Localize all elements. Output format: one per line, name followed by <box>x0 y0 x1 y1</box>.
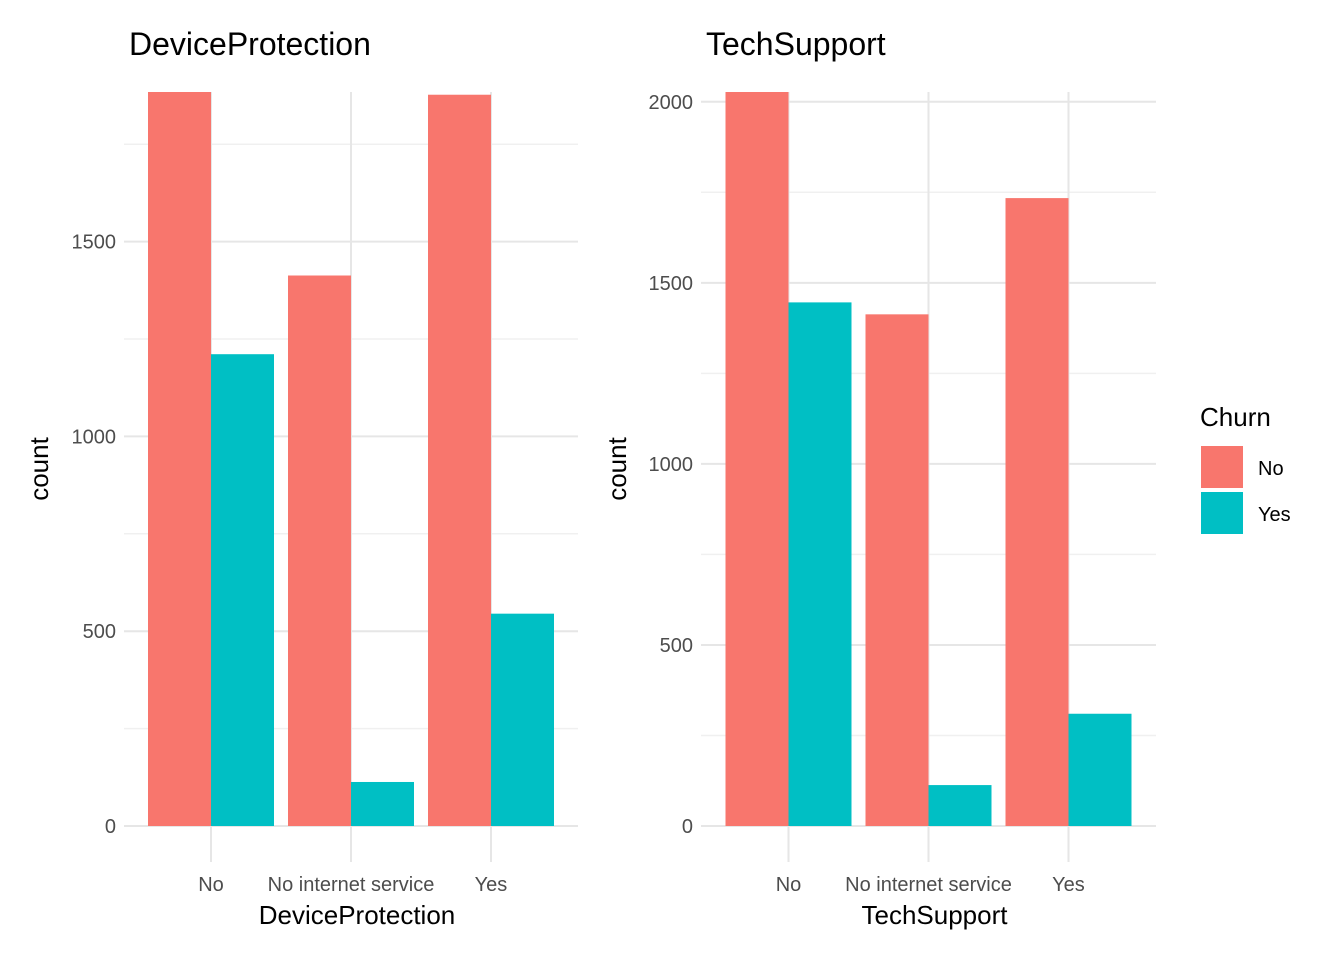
y-tick-label: 1500 <box>72 232 117 254</box>
x-tick-label: No internet service <box>268 874 435 896</box>
y-tick-label: 1000 <box>72 426 117 448</box>
legend-title: Churn <box>1200 402 1271 432</box>
x-tick-label: Yes <box>475 874 508 896</box>
y-tick-label: 500 <box>660 635 693 657</box>
bar-yes-churn-no <box>428 94 491 826</box>
y-axis-title: count <box>602 436 632 500</box>
bar-no-churn-yes <box>788 302 852 826</box>
x-tick-label: No internet service <box>845 874 1012 896</box>
bar-no-internet-service-churn-no <box>865 314 929 826</box>
y-tick-label: 1000 <box>649 454 694 476</box>
y-axis-title: count <box>24 436 54 500</box>
legend: Churn No Yes <box>1200 402 1291 534</box>
bar-yes-churn-yes <box>1068 713 1132 826</box>
y-tick-label: 0 <box>682 816 693 838</box>
bar-no-internet-service-churn-yes <box>351 781 414 826</box>
chart-title: DeviceProtection <box>129 26 371 62</box>
y-tick-label: 500 <box>83 621 116 643</box>
legend-label-yes: Yes <box>1258 504 1291 526</box>
bar-no-churn-yes <box>211 354 274 826</box>
bar-no-churn-no <box>148 92 211 826</box>
legend-swatch-yes <box>1201 492 1243 534</box>
y-tick-label: 1500 <box>649 273 694 295</box>
legend-swatch-no <box>1201 446 1243 488</box>
y-tick-label: 0 <box>105 816 116 838</box>
y-tick-label: 2000 <box>649 92 694 114</box>
x-tick-label: Yes <box>1052 874 1085 896</box>
x-axis-title: TechSupport <box>862 900 1009 930</box>
x-axis-title: DeviceProtection <box>259 900 456 930</box>
bar-no-churn-no <box>725 92 789 826</box>
panel-device-protection: 0 500 1000 1500 No No internet service Yes Devi… <box>24 26 578 930</box>
panel-tech-support: 0 500 1000 1500 2000 No No internet service Yes… <box>602 26 1156 930</box>
x-tick-label: No <box>198 874 224 896</box>
bar-no-internet-service-churn-yes <box>928 785 992 826</box>
bar-yes-churn-no <box>1005 198 1069 827</box>
bar-yes-churn-yes <box>491 613 554 826</box>
chart-title: TechSupport <box>706 26 886 62</box>
x-tick-label: No <box>776 874 802 896</box>
bar-no-internet-service-churn-no <box>288 275 351 826</box>
legend-label-no: No <box>1258 458 1284 480</box>
